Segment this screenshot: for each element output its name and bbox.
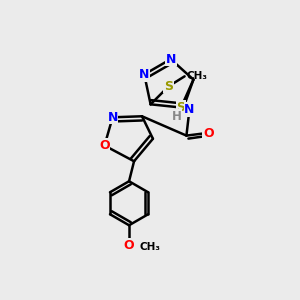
Text: O: O: [124, 239, 134, 252]
Text: S: S: [164, 80, 173, 93]
Text: N: N: [107, 111, 118, 124]
Text: N: N: [166, 52, 176, 66]
Text: CH₃: CH₃: [139, 242, 160, 252]
Text: N: N: [184, 103, 195, 116]
Text: S: S: [176, 101, 185, 114]
Text: CH₃: CH₃: [187, 71, 208, 81]
Text: H: H: [172, 110, 182, 123]
Text: O: O: [203, 127, 214, 140]
Text: O: O: [99, 139, 110, 152]
Text: N: N: [139, 68, 149, 81]
